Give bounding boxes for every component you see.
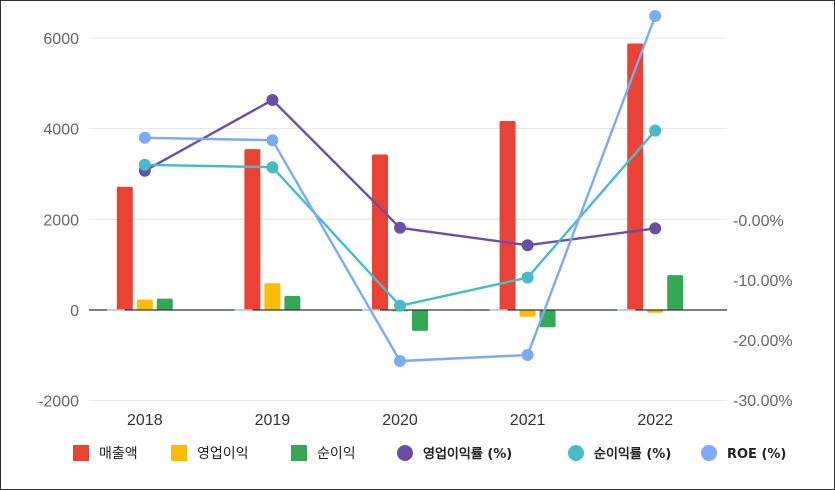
- right-tick-label: -10.00%: [733, 273, 793, 290]
- point-영업이익률 (%)-2020: [394, 221, 406, 234]
- x-tick-label: 2022: [637, 412, 673, 429]
- bar-순이익-2018: [156, 298, 173, 310]
- legend-label: ROE (%): [727, 447, 786, 462]
- bar-매출액-2020: [372, 154, 388, 310]
- point-영업이익률 (%)-2021: [521, 239, 534, 252]
- legend-swatch-ROE (%): [701, 445, 717, 461]
- point-영업이익률 (%)-2019: [266, 94, 279, 106]
- legend-swatch-매출액: [73, 445, 89, 461]
- legend-label: 영업이익: [197, 446, 249, 462]
- left-tick-label: 6000: [43, 31, 79, 48]
- x-tick-label: 2018: [127, 412, 163, 429]
- legend-label: 순이익률 (%): [594, 446, 671, 462]
- legend-swatch-순이익률 (%): [568, 445, 584, 461]
- point-영업이익률 (%)-2022: [649, 222, 662, 235]
- point-ROE (%)-2019: [266, 134, 279, 147]
- right-tick-label: -0.00%: [733, 213, 784, 230]
- bar-매출액-2019: [244, 149, 261, 310]
- left-tick-label: -2000: [38, 394, 79, 411]
- bar-매출액-2021: [499, 120, 516, 311]
- bar-영업이익-2018: [136, 299, 153, 310]
- bar-영업이익-2019: [264, 283, 281, 310]
- point-순이익률 (%)-2020: [394, 299, 406, 312]
- x-tick-label: 2019: [255, 412, 291, 429]
- legend-label: 매출액: [99, 446, 138, 462]
- right-tick-label: -20.00%: [733, 333, 793, 350]
- point-순이익률 (%)-2021: [521, 271, 534, 284]
- legend-label: 순이익: [317, 446, 356, 462]
- legend-swatch-영업이익: [171, 445, 187, 461]
- left-tick-label: 4000: [43, 122, 79, 139]
- legend-swatch-순이익: [291, 445, 307, 461]
- point-ROE (%)-2018: [138, 131, 151, 144]
- point-ROE (%)-2020: [394, 355, 406, 367]
- bar-매출액-2018: [116, 186, 133, 310]
- legend-swatch-영업이익률 (%): [397, 445, 413, 461]
- bar-매출액-2022: [627, 43, 644, 310]
- right-tick-label: -30.00%: [733, 393, 793, 410]
- left-tick-label: 0: [70, 303, 79, 320]
- bar-순이익-2022: [667, 275, 684, 310]
- x-tick-label: 2021: [510, 412, 546, 429]
- bar-순이익-2019: [284, 295, 301, 310]
- point-순이익률 (%)-2018: [138, 158, 151, 171]
- point-순이익률 (%)-2019: [266, 161, 279, 174]
- bar-영업이익-2022: [647, 310, 664, 313]
- left-tick-label: 2000: [43, 212, 79, 229]
- x-tick-label: 2020: [382, 412, 418, 429]
- bar-순이익-2020: [412, 310, 428, 331]
- bar-영업이익-2021: [519, 310, 536, 317]
- point-ROE (%)-2022: [649, 10, 662, 22]
- point-순이익률 (%)-2022: [649, 124, 662, 137]
- legend-label: 영업이익률 (%): [423, 446, 512, 462]
- point-ROE (%)-2021: [521, 349, 534, 361]
